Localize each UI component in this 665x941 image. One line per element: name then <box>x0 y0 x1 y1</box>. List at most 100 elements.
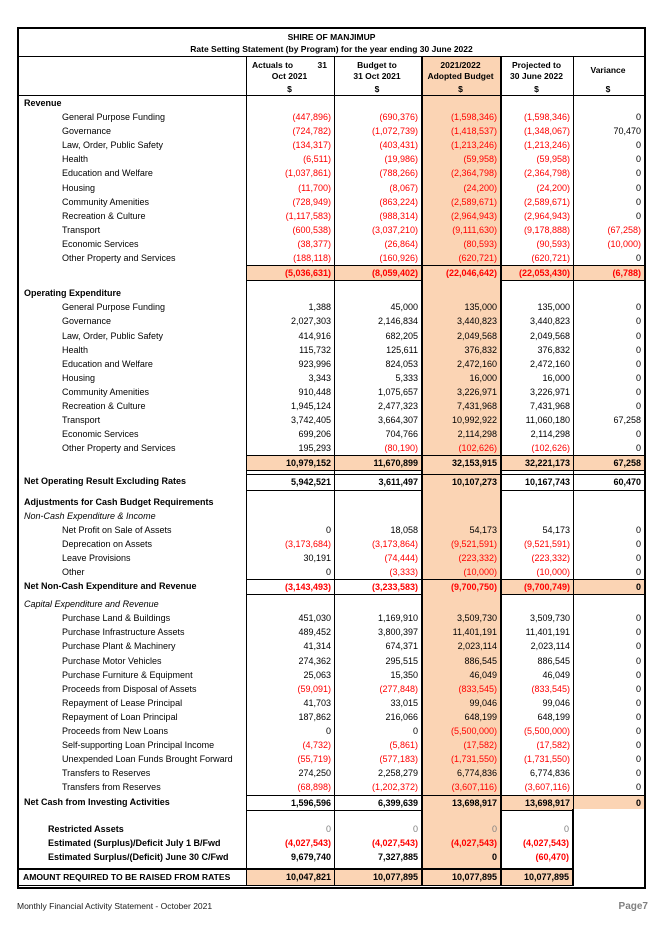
cell-actuals: 195,293 <box>247 441 335 456</box>
cell-budget: 1,075,657 <box>377 386 418 397</box>
cell-projected <box>502 96 574 111</box>
row-label: Purchase Motor Vehicles <box>19 653 247 668</box>
cell-budget: 33,015 <box>390 697 418 708</box>
cell-budget <box>335 809 421 822</box>
cell-variance: 0 <box>635 302 641 313</box>
cell-adopted-budget: 3,440,823 <box>421 314 502 329</box>
cell-projected: (9,178,888) <box>502 222 574 237</box>
cell-projected: 13,698,917 <box>502 794 574 811</box>
table-row: Other 0 (3,333) (10,000) (10,000) 0 <box>19 565 644 580</box>
table-row: Transport 3,742,405 3,664,307 10,992,922 11,… <box>19 413 644 428</box>
cell-variance: 0 <box>635 641 641 652</box>
col-header-actuals-text: Actuals to <box>252 60 294 70</box>
row-label: Deprecation on Assets <box>19 536 247 551</box>
cell-actuals: (4,732) <box>247 738 335 753</box>
row-label: Recreation & Culture <box>19 398 247 414</box>
table-row: Repayment of Loan Principal 187,862 216,06… <box>19 709 644 725</box>
cell-projected: (4,027,543) <box>502 835 574 850</box>
cell-projected: (102,626) <box>502 441 574 456</box>
cell-actuals <box>247 808 335 822</box>
row-label: Transfers to Reserves <box>19 766 247 781</box>
cell-variance: 60,470 <box>574 474 644 491</box>
cell-actuals: (3,173,684) <box>247 536 335 551</box>
table-row: Health 115,732 125,611 376,832 376,832 0 <box>19 342 644 357</box>
cell-adopted-budget: 46,049 <box>421 667 502 682</box>
row-label: General Purpose Funding <box>19 110 247 125</box>
cell-actuals: 274,362 <box>247 653 335 668</box>
table-row: Governance (724,782) (1,072,739) (1,418,537… <box>19 124 644 139</box>
col-header-budget-line2: 31 Oct 2021 <box>353 71 401 81</box>
cell-budget: 45,000 <box>390 302 418 313</box>
cell-adopted-budget: (5,500,000) <box>421 724 502 739</box>
cell-actuals: 451,030 <box>247 611 335 626</box>
cell-adopted-budget <box>421 279 502 287</box>
cell-projected: (2,964,943) <box>502 208 574 223</box>
table-row: Proceeds from New Loans 0 0 (5,500,000) (5,5… <box>19 724 644 739</box>
row-label: Transport <box>19 222 247 237</box>
cell-projected <box>502 286 574 301</box>
cell-adopted-budget: (1,213,246) <box>421 138 502 153</box>
cell-variance: 0 <box>574 579 644 596</box>
cell-projected: (1,348,067) <box>502 124 574 139</box>
spacer-row <box>19 863 644 868</box>
cell-variance <box>574 821 644 836</box>
cell-variance: 0 <box>635 400 641 411</box>
cell-projected: 54,173 <box>502 522 574 537</box>
cell-projected: 2,472,160 <box>502 356 574 371</box>
col-header-actuals-day: 31 <box>317 60 327 70</box>
cell-adopted-budget: 99,046 <box>421 695 502 710</box>
cell-actuals: (134,317) <box>247 138 335 153</box>
row-label: Law, Order, Public Safety <box>19 138 247 153</box>
row-label: Governance <box>19 314 247 329</box>
col-header-actuals-unit: $ <box>287 84 292 94</box>
cell-variance: 0 <box>635 524 641 535</box>
cell-budget: 15,350 <box>390 669 418 680</box>
cell-actuals: (188,118) <box>247 251 335 266</box>
row-label: Proceeds from New Loans <box>19 724 247 739</box>
cell-adopted-budget: 10,992,922 <box>421 413 502 428</box>
cell-budget: (577,183) <box>379 754 418 765</box>
cell-budget: (3,333) <box>389 567 418 577</box>
cell-actuals: 489,452 <box>247 625 335 640</box>
cell-adopted-budget: (17,582) <box>421 738 502 753</box>
cell-variance: 0 <box>635 768 641 779</box>
cell-projected: (10,000) <box>502 565 574 580</box>
cell-actuals: (68,898) <box>247 780 335 795</box>
cell-adopted-budget: (80,593) <box>421 236 502 252</box>
cell-variance: 0 <box>635 567 641 577</box>
table-row: Recreation & Culture 1,945,124 2,477,323 7,… <box>19 398 644 414</box>
cell-projected: (833,545) <box>502 681 574 696</box>
cell-variance: 0 <box>635 344 641 355</box>
cell-budget: 674,371 <box>385 641 418 652</box>
cell-actuals: (59,091) <box>247 681 335 696</box>
row-label: Other Property and Services <box>19 251 247 266</box>
cell-budget: 824,053 <box>385 358 418 369</box>
cell-budget: (8,067) <box>389 182 418 193</box>
col-header-projected: Projected to 30 June 2022 $ <box>502 57 574 95</box>
cell-projected <box>502 808 574 822</box>
cell-actuals: (600,538) <box>247 222 335 237</box>
cell-actuals: 115,732 <box>247 342 335 357</box>
cell-budget: (988,314) <box>379 210 418 221</box>
cell-budget: 125,611 <box>386 344 418 355</box>
cell-budget: (3,037,210) <box>371 224 418 235</box>
cell-projected: 648,199 <box>502 709 574 725</box>
cell-projected: 32,221,173 <box>502 455 574 472</box>
cell-variance <box>574 509 644 523</box>
cell-projected: 2,023,114 <box>502 639 574 654</box>
row-label: Capital Expenditure and Revenue <box>19 597 247 612</box>
cell-adopted-budget <box>421 508 502 523</box>
table-row: Purchase Furniture & Equipment 25,063 15,3… <box>19 667 644 682</box>
cell-projected <box>502 469 574 475</box>
cell-variance: 0 <box>635 538 641 549</box>
cell-actuals: (4,027,543) <box>247 835 335 850</box>
cell-actuals: (728,949) <box>247 194 335 209</box>
cell-actuals: 699,206 <box>247 427 335 442</box>
row-label <box>19 455 247 472</box>
cell-projected: (24,200) <box>502 180 574 195</box>
cell-variance: 67,258 <box>613 415 641 426</box>
cell-variance: 0 <box>635 740 641 751</box>
table-row: Housing 3,343 5,333 16,000 16,000 0 <box>19 370 644 385</box>
table-row: Transport (600,538) (3,037,210) (9,111,630)… <box>19 222 644 237</box>
cell-variance: (6,788) <box>574 265 644 282</box>
